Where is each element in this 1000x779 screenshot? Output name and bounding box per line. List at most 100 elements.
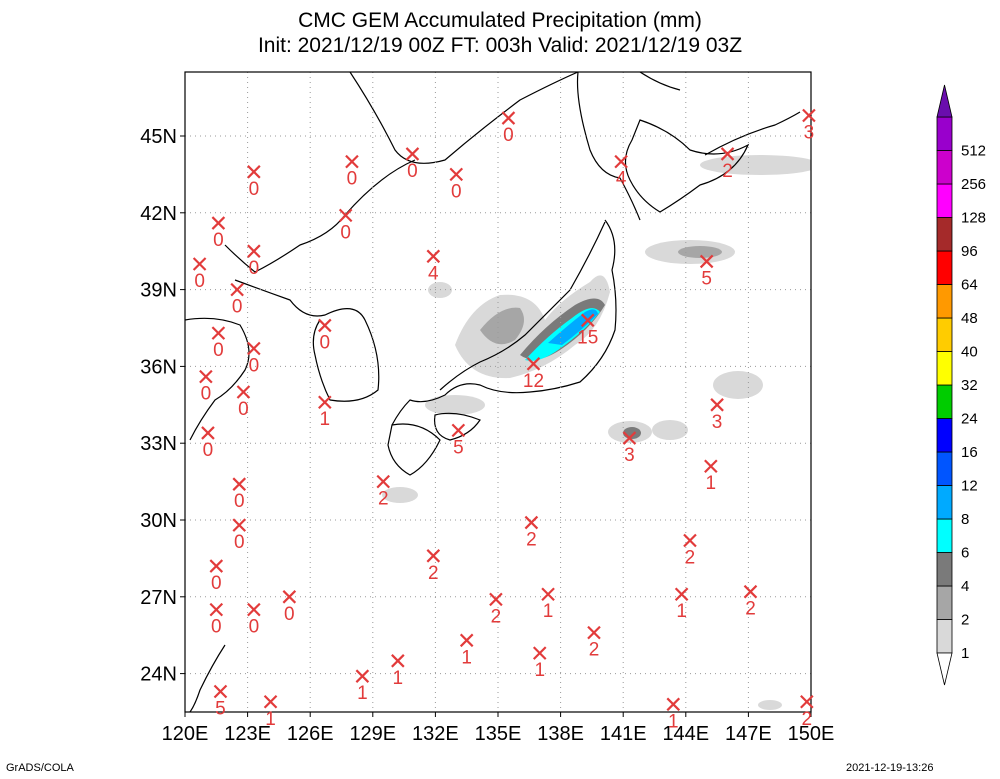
station-x-mark (710, 398, 724, 412)
station-value: 0 (249, 617, 260, 638)
station-marker: 15 (577, 313, 598, 348)
station-x-mark (720, 147, 735, 161)
legend-label: 24 (961, 411, 978, 428)
legend-label: 512 (961, 143, 986, 160)
station-value: 0 (234, 532, 245, 553)
station-marker: 0 (345, 154, 359, 190)
station-value: 2 (378, 489, 389, 510)
station-marker: 1 (391, 654, 405, 689)
x-tick-label: 141E (600, 723, 647, 745)
legend-bottom-arrow (936, 652, 953, 686)
station-x-mark (501, 111, 516, 125)
station-value: 1 (461, 647, 472, 668)
station-marker: 0 (405, 147, 420, 182)
station-x-mark (232, 477, 247, 491)
legend-label: 128 (961, 210, 986, 227)
legend-label: 12 (961, 478, 978, 495)
footer-timestamp: 2021-12-19-13:26 (846, 762, 934, 774)
station-marker: 0 (230, 282, 244, 318)
station-marker: 0 (211, 216, 226, 251)
station-x-mark (524, 515, 539, 530)
legend-label: 6 (961, 545, 969, 562)
station-value: 0 (201, 384, 212, 405)
legend-swatch (936, 250, 953, 285)
station-marker: 0 (501, 111, 516, 146)
station-value: 0 (238, 399, 249, 420)
station-value: 1 (393, 668, 404, 689)
station-x-mark (451, 423, 466, 438)
station-marker: 0 (209, 559, 224, 594)
y-tick-label: 33N (140, 433, 177, 455)
legend-label: 32 (961, 377, 978, 394)
station-x-mark (489, 592, 503, 607)
station-value: 2 (589, 640, 600, 661)
station-value: 3 (624, 445, 635, 466)
station-x-mark (345, 154, 359, 169)
station-x-mark (282, 590, 297, 604)
station-marker: 2 (587, 625, 601, 661)
legend-swatch (936, 217, 953, 252)
station-x-mark (391, 654, 405, 668)
station-x-mark (201, 426, 215, 440)
station-x-mark (247, 244, 261, 258)
station-marker: 0 (209, 602, 224, 638)
station-x-mark (213, 684, 228, 699)
station-marker: 2 (524, 515, 539, 551)
station-marker: 0 (282, 590, 297, 625)
station-marker: 0 (201, 426, 215, 461)
station-marker: 1 (704, 459, 718, 494)
station-x-mark (209, 559, 224, 573)
station-value: 2 (526, 530, 537, 551)
station-x-mark (355, 669, 370, 683)
legend-swatch (936, 518, 953, 553)
station-value: 1 (534, 660, 545, 681)
station-marker: 0 (247, 165, 261, 200)
legend-label: 16 (961, 444, 978, 461)
station-marker: 5 (213, 684, 228, 720)
y-tick-label: 42N (140, 203, 177, 225)
station-value: 1 (668, 711, 679, 732)
station-marker: 0 (232, 518, 247, 553)
legend-label: 1 (961, 645, 969, 662)
station-x-mark (587, 625, 601, 640)
legend-swatch (936, 384, 953, 419)
station-marker: 4 (614, 154, 628, 190)
legend-label: 8 (961, 511, 969, 528)
y-axis-labels: 24N 27N 30N 33N 36N 39N 42N 45N (140, 126, 185, 686)
station-marker: 2 (683, 533, 697, 568)
station-value: 2 (745, 599, 756, 620)
station-value: 5 (453, 437, 464, 458)
legend-swatch (936, 183, 953, 218)
station-marker: 2 (800, 694, 814, 730)
station-value: 1 (320, 409, 331, 430)
station-x-mark (247, 341, 261, 356)
station-marker: 1 (666, 697, 681, 732)
x-tick-label: 123E (224, 723, 271, 745)
map-title: CMC GEM Accumulated Precipitation (mm) (298, 9, 702, 32)
coastlines (185, 72, 801, 712)
legend-swatch (936, 351, 953, 386)
station-marker: 3 (802, 108, 816, 144)
station-marker: 0 (192, 257, 207, 292)
station-marker: 3 (622, 431, 637, 466)
station-x-mark (211, 326, 226, 340)
station-marker: 1 (532, 646, 547, 681)
legend-swatch (936, 485, 953, 520)
x-tick-label: 120E (162, 723, 209, 745)
station-marker: 0 (318, 318, 332, 353)
station-value: 2 (802, 709, 813, 730)
station-marker: 1 (674, 587, 689, 622)
station-value: 0 (194, 271, 205, 292)
station-marker: 0 (247, 602, 261, 638)
station-x-mark (704, 459, 718, 474)
legend-swatch (936, 150, 953, 185)
station-value: 0 (340, 222, 351, 243)
y-tick-label: 36N (140, 356, 177, 378)
station-x-mark (683, 533, 697, 548)
legend-label: 256 (961, 176, 986, 193)
station-marker: 0 (232, 477, 247, 512)
station-value: 0 (347, 169, 358, 190)
x-tick-label: 138E (537, 723, 584, 745)
legend-swatch (936, 552, 953, 587)
